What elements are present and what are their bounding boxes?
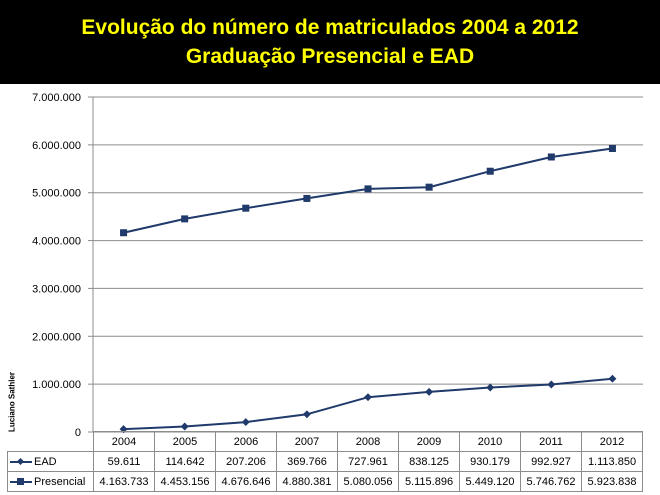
y-axis-tick-labels: 01.000.0002.000.0003.000.0004.000.0005.0… — [32, 92, 81, 439]
data-label: 1.113.850 — [581, 451, 643, 472]
data-label: 5.115.896 — [398, 471, 460, 492]
data-point-ead — [547, 380, 556, 389]
data-label: 992.927 — [520, 451, 582, 472]
y-tick-label: 4.000.000 — [32, 236, 81, 248]
data-point-ead — [241, 418, 250, 427]
data-point-ead — [302, 410, 311, 419]
data-label: 369.766 — [276, 451, 338, 472]
data-point-presencial — [547, 153, 555, 161]
data-table-header-row: 2004 2005 2006 2007 2008 2009 2010 2011 … — [7, 431, 643, 452]
data-point-presencial — [242, 204, 250, 212]
chart-panel: Luciano Sathler 0 1.000.000 2.000.000 3.000… — [0, 84, 660, 495]
data-label: 207.206 — [215, 451, 277, 472]
y-tick-label: 3.000.000 — [32, 283, 81, 295]
title-line-2: Graduação Presencial e EAD — [185, 45, 475, 68]
data-label: 5.449.120 — [459, 471, 521, 492]
data-label: 727.961 — [337, 451, 399, 472]
x-tick-label: 2005 — [154, 431, 216, 452]
x-tick-label: 2012 — [581, 431, 643, 452]
x-tick-label: 2007 — [276, 431, 338, 452]
data-point-presencial — [486, 167, 494, 175]
data-point-presencial — [364, 185, 372, 193]
title-line-1: Evolução do número de matriculados 2004 … — [81, 16, 579, 39]
data-point-presencial — [608, 145, 616, 153]
data-label: 4.453.156 — [154, 471, 216, 492]
data-point-presencial — [120, 229, 128, 237]
data-point-ead — [425, 387, 434, 396]
data-label: 5.923.838 — [581, 471, 643, 492]
legend-entry-ead: EAD — [7, 451, 94, 472]
y-tick-label: 7.000.000 — [32, 92, 81, 104]
data-label: 4.163.733 — [93, 471, 155, 492]
data-label: 114.642 — [154, 451, 216, 472]
data-label: 5.746.762 — [520, 471, 582, 492]
legend-label-presencial: Presencial — [34, 475, 86, 488]
x-tick-label: 2010 — [459, 431, 521, 452]
y-tick-label: 2.000.000 — [32, 331, 81, 343]
title-bar: Evolução do número de matriculados 2004 … — [0, 0, 660, 84]
data-point-ead — [364, 393, 372, 402]
diamond-marker-icon — [10, 457, 32, 467]
legend-label-ead: EAD — [34, 455, 57, 468]
data-point-presencial — [303, 194, 311, 202]
data-point-presencial — [425, 183, 433, 191]
square-marker-icon — [10, 477, 32, 487]
data-label: 930.179 — [459, 451, 521, 472]
data-label: 59.611 — [93, 451, 155, 472]
data-label: 4.676.646 — [215, 471, 277, 492]
y-tick-label: 6.000.000 — [32, 140, 81, 152]
data-table-row-presencial: Presencial 4.163.733 4.453.156 4.676.646… — [7, 471, 643, 492]
data-point-ead — [180, 422, 189, 431]
legend-entry-presencial: Presencial — [7, 471, 94, 492]
x-tick-label: 2006 — [215, 431, 277, 452]
data-label: 4.880.381 — [276, 471, 338, 492]
data-table-corner — [7, 431, 94, 452]
series-markers — [119, 145, 617, 434]
data-table-row-ead: EAD 59.611 114.642 207.206 369.766 727.9… — [7, 451, 643, 472]
data-point-ead — [486, 383, 495, 392]
y-tick-label: 5.000.000 — [32, 188, 81, 200]
data-point-presencial — [181, 215, 189, 223]
gridlines — [93, 96, 643, 385]
axes — [88, 96, 643, 433]
data-label: 5.080.056 — [337, 471, 399, 492]
x-tick-label: 2004 — [93, 431, 155, 452]
x-tick-label: 2009 — [398, 431, 460, 452]
series-line-ead — [123, 377, 613, 431]
data-label: 838.125 — [398, 451, 460, 472]
x-tick-label: 2011 — [520, 431, 582, 452]
y-tick-label: 1.000.000 — [32, 379, 81, 391]
data-point-ead — [608, 374, 617, 383]
x-tick-label: 2008 — [337, 431, 399, 452]
data-table: 2004 2005 2006 2007 2008 2009 2010 2011 … — [7, 431, 643, 492]
